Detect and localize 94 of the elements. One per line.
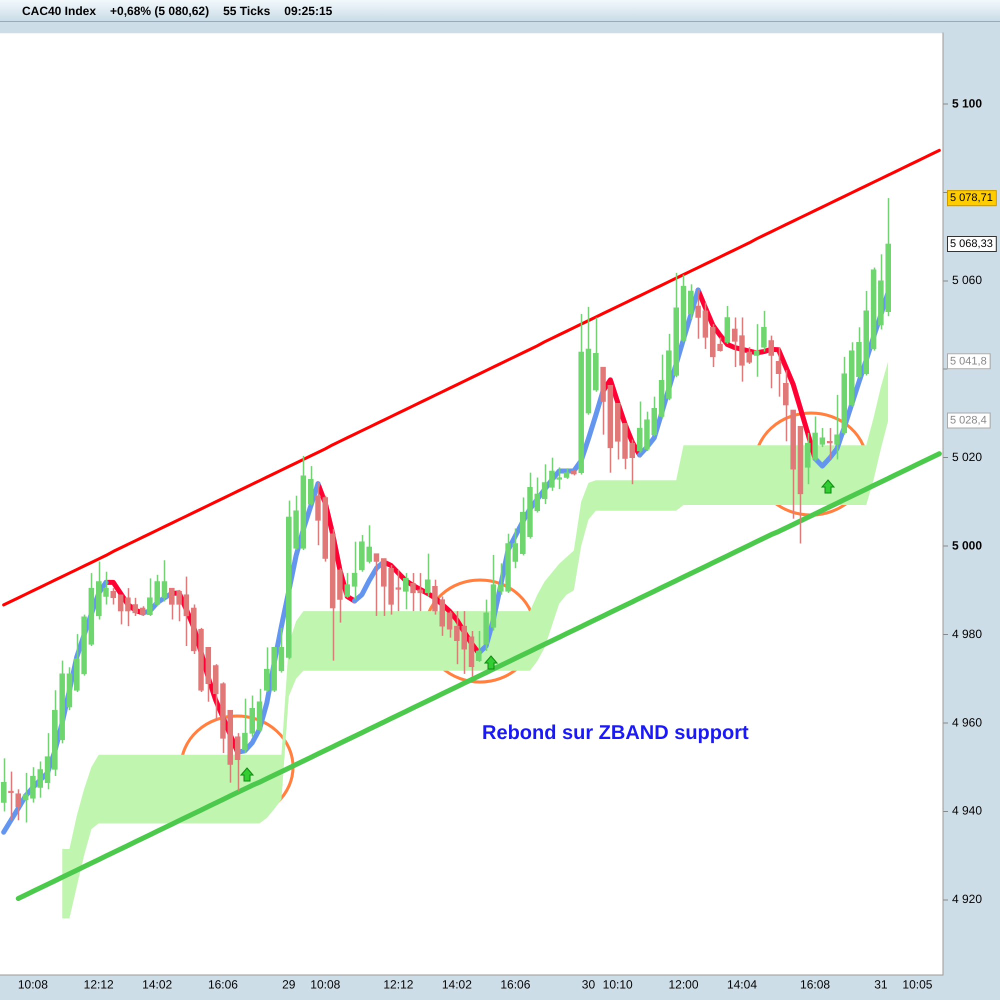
candlestick [636, 400, 642, 454]
y-tick-label: 5 000 [952, 538, 982, 552]
x-tick-label: 12:12 [84, 978, 114, 992]
candlestick [278, 627, 284, 674]
y-tick-label: 5 020 [952, 450, 982, 464]
candlestick [132, 597, 138, 617]
y-tick-label: 4 920 [952, 892, 982, 906]
text: 5 041,8 [950, 355, 987, 368]
candlestick [184, 576, 190, 647]
candlestick [402, 572, 409, 610]
candlestick [512, 528, 518, 569]
candlestick [15, 788, 22, 821]
x-tick-label: 16:08 [800, 978, 830, 992]
candlestick [249, 694, 256, 738]
candlestick [549, 456, 555, 492]
candlestick [110, 587, 116, 606]
candlestick [804, 432, 811, 485]
candlestick [556, 466, 562, 490]
candlestick [542, 464, 548, 505]
candlestick [8, 770, 14, 821]
x-tick-label: 14:04 [726, 978, 758, 992]
candlestick [629, 438, 636, 485]
candlestick [168, 587, 175, 620]
candlestick [695, 288, 701, 340]
candlestick [37, 760, 44, 798]
candlestick [498, 562, 504, 596]
candlestick [410, 572, 416, 612]
candlestick [776, 346, 782, 398]
x-tick-label: 16:06 [208, 978, 238, 992]
candlestick [454, 610, 460, 665]
candlestick [352, 540, 358, 600]
candlestick [534, 476, 540, 514]
chart-subtitle: +0,68% (5 080,62) [110, 4, 210, 18]
x-tick-label: 30 [582, 978, 596, 992]
x-tick-label: 10:05 [902, 978, 933, 992]
candlestick [564, 468, 570, 480]
candlestick [754, 323, 760, 378]
candlestick [30, 766, 36, 804]
candlestick [125, 587, 131, 627]
x-tick-label: 10:08 [18, 978, 48, 992]
candlestick [234, 732, 240, 792]
candlestick [446, 610, 452, 638]
y-tick-label: 4 980 [952, 626, 982, 641]
candlestick [396, 569, 402, 612]
candlestick [264, 646, 270, 693]
candlestick [424, 552, 430, 598]
candlestick [717, 336, 723, 352]
x-tick-label: 29 [282, 978, 296, 992]
candlestick [103, 571, 109, 606]
candlestick [147, 578, 153, 617]
candlestick [820, 427, 826, 448]
chart-title: CAC40 Index [22, 4, 96, 18]
candlestick [688, 284, 694, 320]
y-tick-label: 4 960 [952, 715, 982, 730]
candlestick [242, 698, 248, 754]
candlestick [432, 578, 438, 616]
candlestick [476, 630, 482, 663]
candlestick [0, 758, 6, 812]
x-tick-label: 12:00 [668, 978, 699, 992]
candlestick [461, 610, 468, 675]
x-tick-label: 10:10 [602, 978, 634, 992]
x-tick-label: 10:08 [310, 978, 341, 992]
candlestick [374, 552, 380, 617]
text: 5 028,4 [950, 414, 987, 427]
candlestick [154, 574, 160, 607]
y-tick-label: 5 060 [952, 273, 982, 288]
annotation: Rebond sur ZBAND support [482, 722, 749, 745]
candlestick [344, 572, 350, 599]
x-tick-label: 16:06 [500, 978, 531, 992]
candlestick [418, 572, 424, 612]
candlestick [732, 316, 738, 368]
candlestick [783, 369, 789, 442]
candlestick [768, 334, 774, 390]
text: 55 Ticks [223, 4, 270, 18]
candlestick [724, 305, 730, 345]
text: 09:25:15 [284, 4, 332, 18]
candlestick [834, 394, 840, 460]
x-tick-label: 14:02 [142, 978, 173, 992]
y-tick-label: 5 100 [952, 96, 982, 110]
candlestick [118, 594, 124, 626]
y-tick-label: 4 940 [952, 804, 982, 818]
candlestick [746, 346, 752, 365]
candlestick [308, 465, 314, 506]
text: 5 068,33 [950, 238, 993, 250]
candlestick [315, 482, 321, 546]
candlestick [140, 605, 146, 617]
candlestick [162, 560, 168, 602]
text: 5 078,71 [950, 192, 993, 204]
x-tick-label: 31 [874, 978, 888, 992]
candlestick [366, 524, 372, 564]
candlestick [176, 589, 182, 622]
x-tick-label: 12:12 [383, 978, 414, 992]
candlestick [761, 310, 767, 352]
x-tick-label: 14:02 [442, 978, 472, 992]
